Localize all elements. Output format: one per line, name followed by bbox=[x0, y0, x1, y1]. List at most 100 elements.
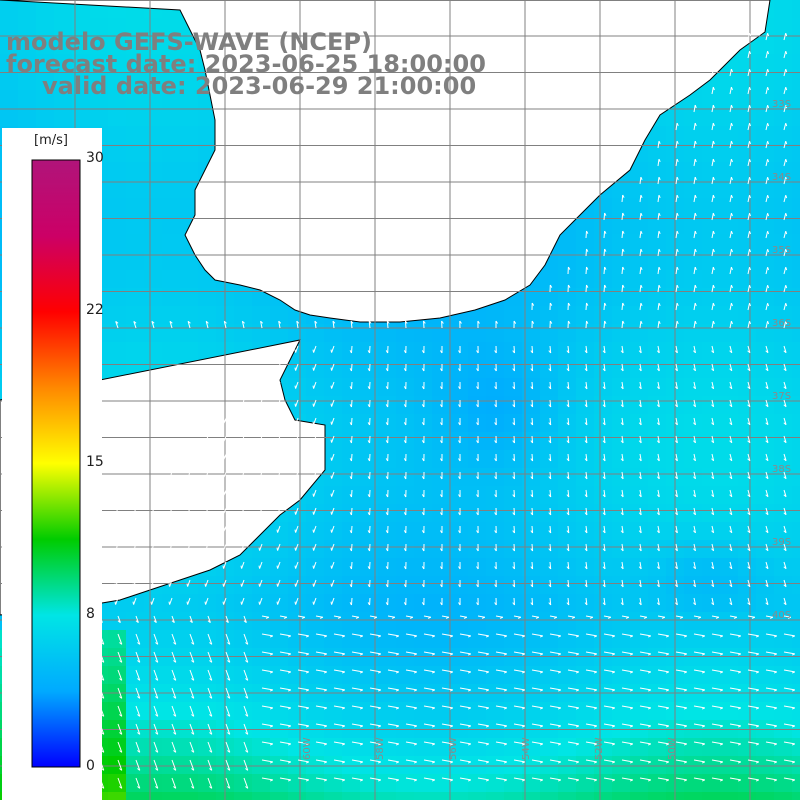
wind-arrow-head bbox=[276, 385, 279, 389]
wind-arrow bbox=[765, 453, 769, 461]
wind-arrow-head bbox=[367, 548, 371, 552]
wind-arrow bbox=[297, 777, 309, 781]
wind-arrow bbox=[243, 777, 249, 789]
wind-arrow bbox=[459, 759, 471, 763]
wind-arrow bbox=[747, 579, 751, 587]
wind-arrow bbox=[315, 615, 323, 618]
wind-arrow bbox=[783, 87, 787, 95]
wind-arrow bbox=[567, 363, 570, 372]
wind-arrow bbox=[603, 363, 606, 371]
wind-arrow-head bbox=[629, 707, 634, 710]
wind-arrow bbox=[693, 561, 696, 569]
wind-arrow bbox=[207, 759, 213, 771]
wind-arrow-head bbox=[330, 547, 333, 551]
wind-arrow bbox=[783, 399, 787, 407]
wind-speed-cell bbox=[108, 324, 126, 342]
wind-arrow-head bbox=[697, 616, 702, 619]
wind-speed-cell bbox=[486, 792, 504, 800]
longitude-label: 58W bbox=[375, 737, 386, 760]
wind-arrow bbox=[115, 543, 119, 551]
wind-arrow bbox=[621, 741, 633, 745]
wind-arrow-head bbox=[785, 87, 788, 91]
wind-speed-cell bbox=[162, 702, 180, 720]
wind-speed-cell bbox=[774, 180, 792, 198]
wind-speed-cell bbox=[162, 144, 180, 162]
wind-speed-cell bbox=[684, 450, 702, 468]
wind-arrow-head bbox=[629, 635, 634, 638]
wind-speed-cell bbox=[234, 306, 252, 324]
wind-arrow-head bbox=[730, 248, 733, 253]
wind-speed-cell bbox=[738, 234, 756, 252]
wind-arrow bbox=[259, 381, 263, 389]
wind-speed-cell bbox=[612, 702, 630, 720]
wind-speed-cell bbox=[774, 90, 792, 108]
wind-arrow-head bbox=[323, 653, 328, 656]
wind-arrow bbox=[549, 345, 552, 354]
wind-speed-cell bbox=[738, 306, 756, 324]
wind-speed-cell bbox=[468, 630, 486, 648]
wind-arrow-head bbox=[114, 529, 117, 533]
wind-arrow-head bbox=[494, 602, 497, 606]
wind-speed-cell bbox=[306, 504, 324, 522]
wind-arrow-head bbox=[575, 689, 580, 692]
wind-arrow-head bbox=[204, 439, 207, 443]
wind-arrow bbox=[295, 543, 299, 551]
wind-arrow bbox=[747, 651, 759, 655]
wind-arrow-head bbox=[403, 584, 407, 588]
wind-arrow-head bbox=[701, 761, 706, 764]
wind-arrow bbox=[765, 141, 769, 149]
wind-arrow-head bbox=[186, 547, 189, 551]
wind-speed-cell bbox=[612, 180, 630, 198]
wind-arrow-head bbox=[647, 761, 652, 764]
wind-arrow bbox=[351, 453, 353, 462]
wind-arrow-head bbox=[191, 678, 195, 681]
wind-arrow-head bbox=[421, 530, 425, 534]
wind-speed-cell bbox=[54, 18, 72, 36]
wind-speed-cell bbox=[270, 306, 288, 324]
wind-arrow-head bbox=[332, 320, 336, 324]
wind-arrow bbox=[171, 615, 175, 623]
wind-arrow bbox=[513, 741, 525, 745]
wind-speed-cell bbox=[288, 702, 306, 720]
wind-arrow bbox=[187, 471, 191, 479]
wind-arrow bbox=[639, 669, 651, 673]
wind-arrow bbox=[567, 741, 579, 745]
wind-arrow bbox=[585, 705, 597, 709]
wind-arrow bbox=[333, 777, 345, 781]
wind-speed-cell bbox=[792, 396, 800, 414]
wind-arrow bbox=[513, 525, 515, 534]
wind-arrow bbox=[351, 687, 363, 691]
wind-speed-cell bbox=[738, 576, 756, 594]
wind-arrow-head bbox=[276, 601, 279, 605]
wind-arrow-head bbox=[620, 602, 624, 606]
wind-arrow-head bbox=[791, 725, 796, 728]
wind-arrow-head bbox=[495, 320, 499, 324]
wind-speed-cell bbox=[486, 774, 504, 792]
wind-arrow bbox=[729, 777, 741, 781]
wind-arrow-head bbox=[729, 386, 733, 390]
wind-speed-cell bbox=[720, 756, 738, 774]
wind-speed-cell bbox=[702, 108, 720, 126]
wind-arrow-head bbox=[222, 421, 225, 425]
wind-arrow-head bbox=[575, 653, 580, 656]
wind-arrow-head bbox=[785, 249, 788, 253]
wind-speed-cell bbox=[270, 594, 288, 612]
wind-arrow-head bbox=[359, 743, 364, 746]
wind-arrow-head bbox=[611, 779, 616, 782]
wind-arrow bbox=[423, 669, 435, 673]
wind-arrow-head bbox=[423, 320, 426, 324]
wind-speed-cell bbox=[720, 432, 738, 450]
wind-arrow bbox=[549, 561, 552, 570]
wind-arrow bbox=[351, 363, 353, 372]
wind-speed-cell bbox=[432, 774, 450, 792]
wind-arrow-head bbox=[658, 194, 661, 199]
wind-arrow-head bbox=[674, 350, 678, 354]
wind-speed-cell bbox=[288, 666, 306, 684]
wind-arrow-head bbox=[676, 320, 679, 325]
wind-arrow-head bbox=[287, 761, 292, 764]
wind-speed-cell bbox=[198, 576, 216, 594]
wind-arrow-head bbox=[458, 350, 461, 354]
wind-arrow-head bbox=[729, 494, 733, 498]
wind-arrow-head bbox=[330, 511, 333, 515]
wind-speed-cell bbox=[792, 108, 800, 126]
